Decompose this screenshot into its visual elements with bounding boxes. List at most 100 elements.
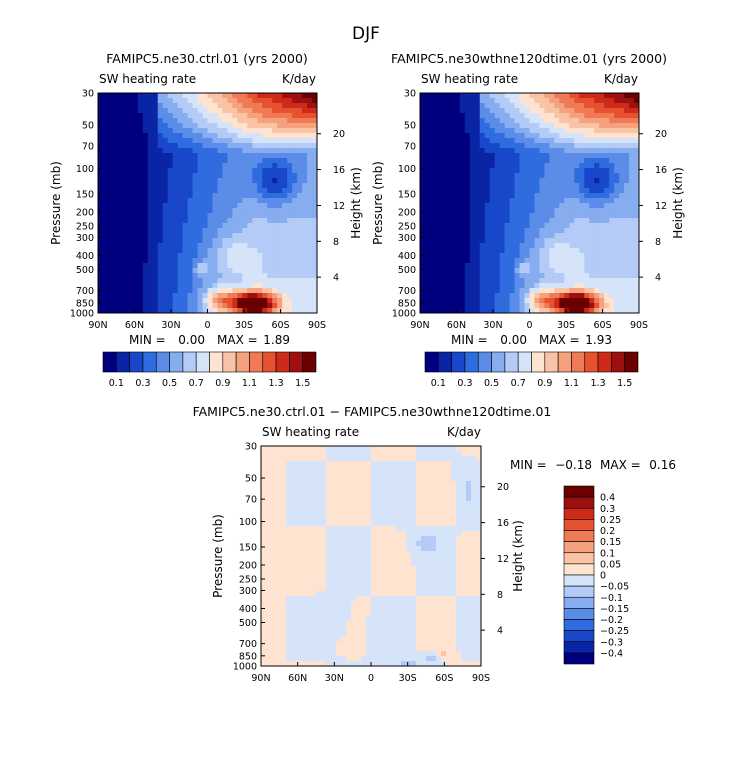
field-cell (381, 466, 387, 472)
field-cell (489, 213, 496, 219)
field-cell (122, 158, 129, 164)
field-cell (202, 103, 209, 109)
field-cell (112, 233, 119, 239)
field-cell (504, 173, 511, 179)
field-cell (494, 233, 501, 239)
field-cell (167, 158, 174, 164)
field-cell (102, 258, 109, 264)
units-label: K/day (282, 72, 316, 86)
field-cell (162, 208, 169, 214)
field-cell (177, 103, 184, 109)
field-cell (421, 491, 427, 497)
field-cell (449, 298, 456, 304)
field-cell (197, 308, 204, 313)
field-cell (301, 466, 307, 472)
field-cell (167, 268, 174, 274)
field-cell (271, 471, 277, 477)
field-cell (614, 123, 620, 129)
field-cell (187, 128, 194, 134)
colorbar-box (477, 351, 492, 373)
field-cell (604, 158, 610, 164)
field-cell (594, 143, 600, 149)
field-cell (564, 158, 570, 164)
field-cell (102, 113, 109, 119)
field-cell (504, 278, 511, 284)
field-cell (266, 521, 272, 527)
field-cell (444, 183, 451, 189)
field-cell (147, 283, 154, 289)
field-cell (192, 263, 199, 269)
field-cell (609, 238, 615, 244)
field-cell (307, 218, 313, 224)
field-cell (449, 148, 456, 154)
field-cell (252, 108, 258, 114)
field-cell (509, 158, 516, 164)
field-cell (122, 148, 129, 154)
field-cell (499, 283, 506, 289)
field-cell (157, 108, 164, 114)
field-cell (232, 223, 238, 229)
field-cell (286, 511, 292, 517)
field-cell (371, 536, 377, 542)
field-cell (281, 506, 287, 512)
field-cell (584, 103, 590, 109)
field-cell (429, 148, 436, 154)
field-cell (446, 516, 452, 522)
field-cell (267, 303, 273, 309)
field-cell (376, 481, 382, 487)
field-cell (434, 98, 441, 104)
field-cell (217, 233, 224, 239)
y-tick-label: 100 (76, 164, 94, 175)
field-cell (484, 113, 491, 119)
field-cell (237, 223, 243, 229)
field-cell (107, 253, 114, 259)
x-tick-label: 60N (125, 320, 144, 331)
field-cell (321, 466, 327, 472)
field-cell (177, 263, 184, 269)
field-cell (421, 521, 427, 527)
field-cell (514, 113, 521, 119)
field-cell (474, 263, 481, 269)
field-cell (589, 148, 595, 154)
field-cell (147, 153, 154, 159)
field-cell (406, 466, 412, 472)
field-cell (434, 293, 441, 299)
field-cell (122, 153, 129, 159)
field-cell (266, 451, 272, 457)
field-cell (429, 138, 436, 144)
field-cell (474, 248, 481, 254)
field-cell (117, 118, 124, 124)
field-cell (267, 223, 273, 229)
field-cell (217, 208, 224, 214)
field-cell (589, 303, 595, 309)
field-cell (539, 263, 546, 269)
field-cell (539, 308, 546, 313)
field-cell (312, 263, 317, 269)
field-cell (326, 536, 332, 542)
field-cell (559, 143, 565, 149)
field-cell (107, 223, 114, 229)
field-cell (187, 278, 194, 284)
field-cell (411, 446, 417, 452)
field-cell (549, 158, 555, 164)
field-cell (217, 228, 224, 234)
field-cell (479, 93, 486, 99)
field-cell (411, 501, 417, 507)
field-cell (271, 551, 277, 557)
field-cell (237, 263, 243, 269)
field-cell (529, 258, 536, 264)
field-cell (217, 178, 224, 184)
field-cell (117, 293, 124, 299)
field-cell (499, 183, 506, 189)
field-cell (466, 481, 472, 487)
field-cell (307, 308, 313, 313)
field-cell (252, 148, 258, 154)
field-cell (534, 193, 541, 199)
field-cell (277, 278, 283, 284)
field-cell (197, 203, 204, 209)
field-cell (386, 536, 392, 542)
field-cell (182, 288, 189, 294)
field-cell (514, 293, 521, 299)
field-cell (609, 258, 615, 264)
field-cell (212, 103, 219, 109)
